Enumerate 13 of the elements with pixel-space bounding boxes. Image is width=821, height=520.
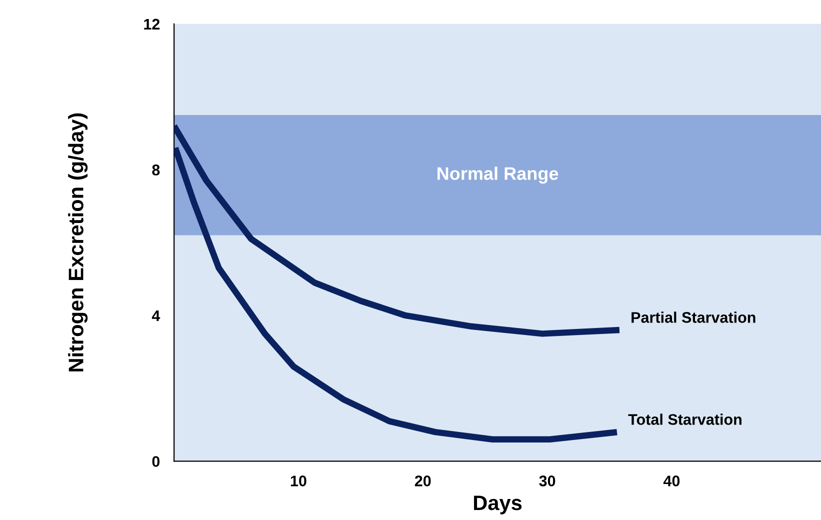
- y-axis-title: Nitrogen Excretion (g/day): [68, 113, 88, 372]
- x-axis-title: Days: [474, 496, 522, 514]
- y-tick-label: 0: [152, 456, 160, 467]
- y-tick-label: 4: [152, 310, 160, 321]
- y-tick-label: 8: [152, 164, 160, 176]
- series-label: Partial Starvation: [632, 312, 756, 323]
- band-label: Normal Range: [438, 166, 558, 184]
- x-tick-label: 40: [663, 476, 680, 486]
- x-tick-label: 30: [539, 476, 556, 486]
- series-label: Total Starvation: [628, 414, 742, 425]
- x-tick-label: 10: [290, 476, 306, 486]
- x-tick-label: 20: [414, 476, 431, 486]
- y-tick-label: 12: [144, 18, 160, 30]
